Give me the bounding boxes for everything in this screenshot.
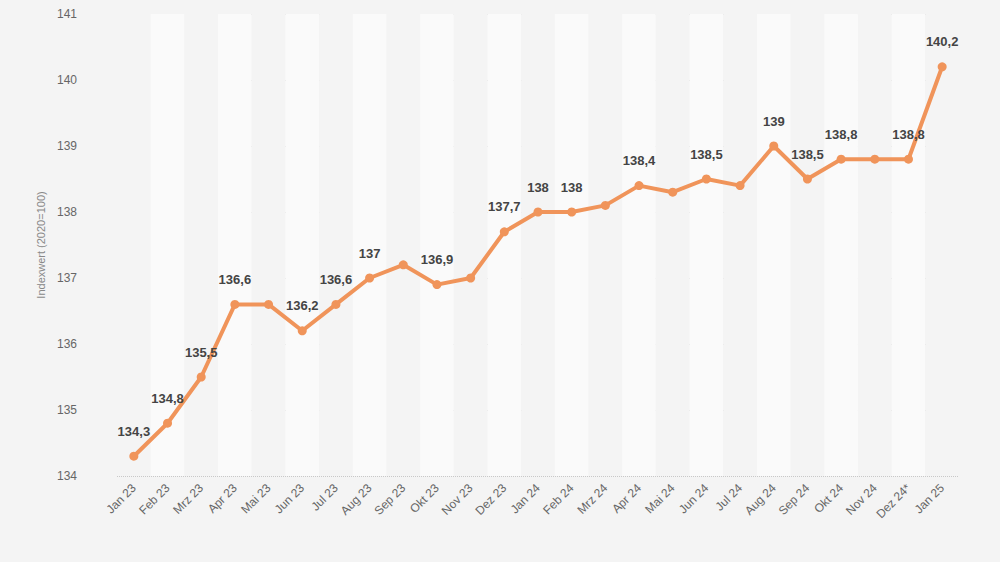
svg-text:140,2: 140,2 [926,34,959,49]
svg-text:136,6: 136,6 [320,272,353,287]
svg-text:Jan 25: Jan 25 [912,481,948,517]
svg-text:Apr 23: Apr 23 [205,481,240,516]
svg-text:Dez 24*: Dez 24* [873,481,913,521]
svg-text:Sep 23: Sep 23 [371,481,408,518]
svg-text:Feb 24: Feb 24 [540,481,577,518]
svg-text:136: 136 [57,337,77,351]
svg-text:138,5: 138,5 [690,147,723,162]
svg-text:Aug 24: Aug 24 [742,481,779,518]
svg-text:136,9: 136,9 [421,252,454,267]
svg-text:Apr 24: Apr 24 [609,481,644,516]
svg-text:139: 139 [57,139,77,153]
svg-text:140: 140 [57,73,77,87]
svg-text:Jun 23: Jun 23 [272,481,308,517]
svg-text:Jan 23: Jan 23 [103,481,139,517]
svg-text:137,7: 137,7 [488,199,521,214]
svg-text:137: 137 [57,271,77,285]
svg-text:Nov 23: Nov 23 [439,481,476,518]
svg-text:Jul 24: Jul 24 [713,481,746,514]
svg-text:134: 134 [57,469,77,483]
svg-text:Mai 24: Mai 24 [642,481,678,517]
svg-text:135: 135 [57,403,77,417]
svg-text:136,6: 136,6 [219,272,252,287]
svg-text:Mrz 23: Mrz 23 [170,481,206,517]
svg-text:Dez 23: Dez 23 [473,481,510,518]
svg-text:Jan 24: Jan 24 [508,481,544,517]
svg-text:138,8: 138,8 [892,127,925,142]
svg-text:138,8: 138,8 [825,127,858,142]
svg-text:135,5: 135,5 [185,345,218,360]
svg-text:Mai 23: Mai 23 [238,481,274,517]
svg-text:Mrz 24: Mrz 24 [575,481,611,517]
svg-text:141: 141 [57,7,77,21]
svg-text:134,3: 134,3 [118,424,151,439]
svg-text:138: 138 [527,180,549,195]
svg-text:136,2: 136,2 [286,298,319,313]
svg-text:Okt 23: Okt 23 [407,481,442,516]
svg-text:Jun 24: Jun 24 [676,481,712,517]
svg-text:138: 138 [561,180,583,195]
svg-text:134,8: 134,8 [151,391,184,406]
svg-text:138: 138 [57,205,77,219]
svg-text:Aug 23: Aug 23 [338,481,375,518]
svg-text:138,4: 138,4 [623,153,656,168]
svg-text:Sep 24: Sep 24 [776,481,813,518]
svg-text:Feb 23: Feb 23 [136,481,173,518]
svg-text:Jul 23: Jul 23 [308,481,341,514]
svg-text:137: 137 [359,246,381,261]
svg-text:Okt 24: Okt 24 [811,481,846,516]
svg-text:138,5: 138,5 [791,147,824,162]
svg-text:139: 139 [763,114,785,129]
svg-text:Indexwert (2020=100): Indexwert (2020=100) [35,191,47,298]
svg-text:Nov 24: Nov 24 [843,481,880,518]
